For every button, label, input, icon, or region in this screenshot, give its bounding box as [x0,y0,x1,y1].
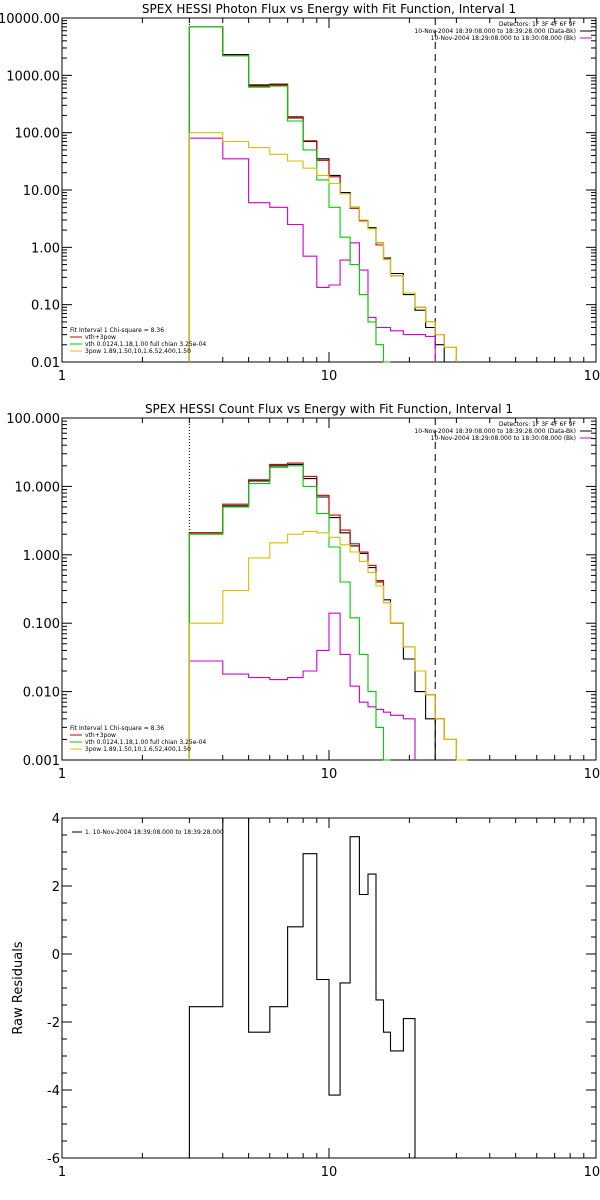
plot-frame [61,417,597,761]
header-text: Detectors: 1F 3F 4F 6F 9F [499,21,577,28]
x-tick-label: 1 [58,767,66,782]
y-tick-label: 0 [52,948,60,963]
series-line [188,26,445,362]
y-tick-label: 1.00 [31,241,60,256]
y-tick-label: 4 [52,812,60,827]
y-tick-label: 1.000 [23,549,60,564]
header-text: Detectors: 1F 3F 4F 6F 9F [499,421,577,428]
y-tick-label: 0.10 [31,299,60,314]
series-line [188,612,416,760]
legend-entry: 3pow 1.89,1.50,10,1.6,52,400,1.50 [85,348,191,355]
y-tick-label: 1000.00 [6,69,60,84]
x-tick-label: 100 [584,767,600,782]
series-line [188,137,436,362]
legend-entry: 1. 10-Nov-2004 18:39:08.000 to 18:39:28.… [85,829,224,836]
series-line [188,817,416,1158]
header-text: 10-Nov-2004 18:29:08.000 to 18:30:08.000… [431,435,576,442]
legend-entry: vth+3pow [85,334,116,341]
fit-info-text: Fit Interval 1 Chi-square = 8.36 [70,725,164,732]
x-tick-label: 10 [321,369,338,384]
y-tick-label: 10.000 [15,480,61,495]
x-tick-label: 100 [584,1165,600,1180]
y-tick-label: 0.100 [23,617,60,632]
legend-entry: 3pow 1.89,1.50,10,1.6,52,400,1.50 [85,746,191,753]
y-axis-label: Raw Residuals [11,941,26,1034]
series-line [188,465,391,761]
y-tick-label: -2 [47,1016,60,1031]
header-text: 10-Nov-2004 18:39:08.000 to 18:39:28.000… [414,28,576,35]
y-tick-label: 100.000 [6,412,60,427]
x-tick-label: 100 [584,369,600,384]
chart-title: SPEX HESSI Photon Flux vs Energy with Fi… [142,2,516,16]
series-line [188,26,391,363]
legend-entry: vth 0.0124,1.18,1.00 full chian 3.25e-04 [85,341,206,348]
series-line [188,26,457,362]
y-tick-label: -4 [47,1084,60,1099]
y-tick-label: 0.01 [31,356,60,371]
legend-entry: vth+3pow [85,732,116,739]
x-tick-label: 10 [321,767,338,782]
y-tick-label: -6 [47,1152,60,1167]
legend-entry: vth 0.0124,1.18,1.00 full chian 3.25e-04 [85,739,206,746]
x-tick-label: 10 [321,1165,338,1180]
header-text: 10-Nov-2004 18:29:08.000 to 18:30:08.000… [431,35,576,42]
y-tick-label: 10.00 [23,184,60,199]
y-tick-label: 10000.00 [0,12,60,27]
chart-panel-2: SPEX HESSI Count Flux vs Energy with Fit… [6,402,600,782]
y-tick-label: 0.001 [23,754,60,769]
y-tick-label: 0.010 [23,686,60,701]
chart-panel-1: SPEX HESSI Photon Flux vs Energy with Fi… [0,2,600,384]
header-text: 10-Nov-2004 18:39:08.000 to 18:39:28.000… [414,428,576,435]
chart-title: SPEX HESSI Count Flux vs Energy with Fit… [145,402,513,416]
series-line [188,530,468,761]
fit-info-text: Fit Interval 1 Chi-square = 8.36 [70,327,164,334]
y-tick-label: 2 [52,880,60,895]
x-tick-label: 1 [58,369,66,384]
series-line [188,132,457,362]
y-tick-label: 100.00 [15,127,61,142]
chart-panel-3: 1 10 100 -6 -4 -2 0 2 4 Raw Residuals 1. 10-Nov-20… [11,812,600,1180]
x-tick-label: 1 [58,1165,66,1180]
